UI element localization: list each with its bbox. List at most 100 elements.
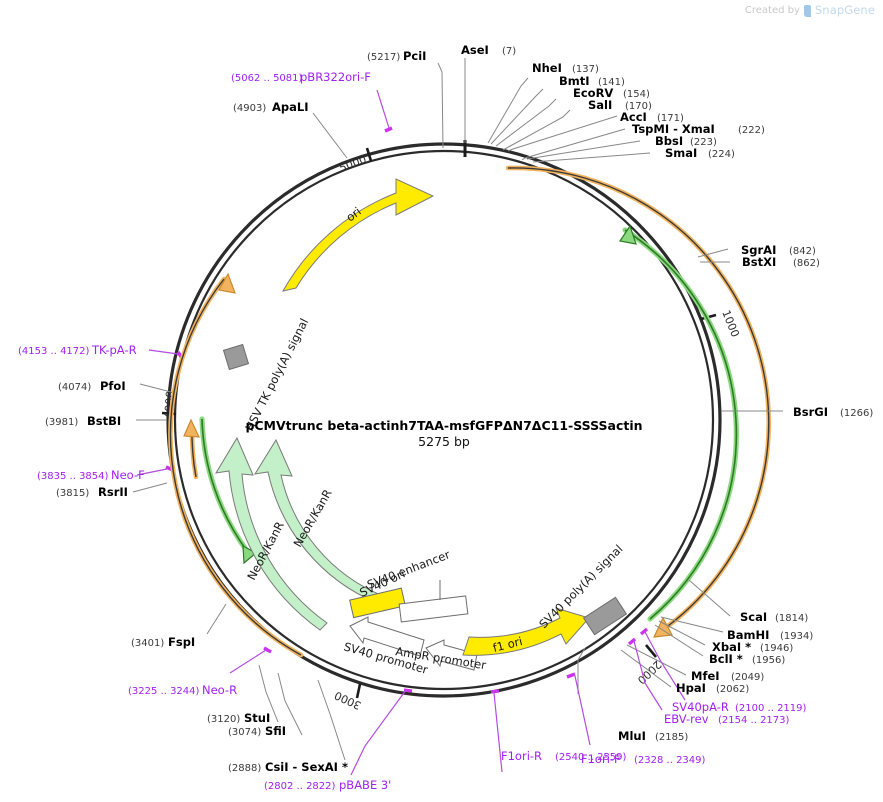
primer-pos-pBABE3: (2802 .. 2822) bbox=[264, 781, 336, 792]
primer-mark-pBR322ori-F bbox=[384, 126, 393, 133]
primer-name-SV40pA-R: SV40pA-R bbox=[672, 700, 729, 714]
snapgene-brand-label: SnapGene bbox=[814, 3, 875, 17]
ampr-promoter-arrow-shape[interactable] bbox=[425, 639, 478, 671]
enzyme-name-BamHI: BamHI bbox=[727, 628, 769, 642]
enzyme-pos-XbaI: (1946) bbox=[760, 643, 793, 654]
enzyme-label-PciI[interactable]: (5217) PciI bbox=[367, 49, 426, 63]
enzyme-label-SfiI[interactable]: (3074) SfiI bbox=[228, 724, 286, 738]
enzyme-label-BstXI[interactable]: BstXI (862) bbox=[742, 255, 820, 269]
enzyme-label-EcoRV[interactable]: EcoRV (154) bbox=[573, 86, 650, 100]
enzyme-label-MluI[interactable]: MluI (2185) bbox=[618, 729, 688, 743]
enzyme-name-BbsI: BbsI bbox=[655, 134, 683, 148]
enzyme-name-AseI: AseI bbox=[461, 43, 489, 57]
enzyme-label-BstBI[interactable]: (3981) BstBI bbox=[45, 414, 121, 428]
ori-arrow-shape[interactable] bbox=[282, 178, 435, 292]
sv40-ori-box[interactable] bbox=[349, 587, 406, 619]
enzyme-label-PfoI[interactable]: (4074) PfoI bbox=[58, 379, 126, 393]
primer-name-Neo-F: Neo-F bbox=[111, 468, 145, 482]
enzyme-pos-BsrGI: (1266) bbox=[840, 408, 873, 419]
credit-prefix-label: Created by bbox=[744, 4, 800, 16]
tick-mark-3000 bbox=[355, 683, 362, 699]
tick-mark-2000 bbox=[645, 644, 657, 658]
enzyme-pos-SalI: (170) bbox=[625, 101, 652, 112]
green-trace-right-core bbox=[624, 229, 738, 620]
primer-label-Neo-F[interactable]: (3835 .. 3854) Neo-F bbox=[37, 468, 145, 482]
enzyme-label-TspMI-XmaI[interactable]: TspMI - XmaI (222) bbox=[632, 122, 765, 136]
neor-kanr-outer-arrow-shape[interactable] bbox=[215, 436, 328, 631]
enzyme-label-SmaI[interactable]: SmaI (224) bbox=[665, 146, 735, 160]
enzyme-name-MfeI: MfeI bbox=[691, 669, 720, 683]
enzyme-pos-NheI: (137) bbox=[572, 64, 599, 75]
sv40-enhancer-box[interactable] bbox=[398, 595, 469, 623]
primer-label-EBV-rev[interactable]: EBV-rev (2154 .. 2173) bbox=[664, 712, 790, 726]
feature-f1-ori[interactable]: f1 ori bbox=[462, 607, 590, 656]
sv40-promoter-arrow-shape[interactable] bbox=[349, 616, 425, 657]
primer-pos-F1ori-R: (2540 .. 2559) bbox=[555, 752, 627, 763]
enzyme-label-RsrII[interactable]: (3815) RsrII bbox=[56, 485, 128, 499]
enzyme-name-BstBI: BstBI bbox=[87, 414, 121, 428]
enzyme-name-SfiI: SfiI bbox=[265, 724, 286, 738]
enzyme-label-SalI[interactable]: SalI (170) bbox=[588, 98, 652, 112]
enzyme-label-ApaLI[interactable]: (4903) ApaLI bbox=[233, 100, 309, 114]
enzyme-label-MfeI[interactable]: MfeI (2049) bbox=[691, 669, 764, 683]
primer-mark-SV40pA-R bbox=[639, 627, 649, 636]
plasmid-backbone bbox=[166, 142, 722, 698]
enzyme-label-BamHI[interactable]: BamHI (1934) bbox=[727, 628, 813, 642]
enzyme-leader-lines bbox=[132, 58, 783, 761]
backbone-inner-circle bbox=[173, 149, 715, 691]
enzyme-label-BbsI[interactable]: BbsI (223) bbox=[655, 134, 717, 148]
primer-label-F1ori-R[interactable]: F1ori-R (2540 .. 2559) bbox=[501, 749, 627, 763]
enzyme-label-CsiI-SexAI[interactable]: (2888) CsiI - SexAI * bbox=[228, 760, 348, 774]
enzyme-label-FspI[interactable]: (3401) FspI bbox=[131, 635, 195, 649]
enzyme-label-SgrAI[interactable]: SgrAI (842) bbox=[741, 243, 816, 257]
primer-pos-SV40pA-R: (2100 .. 2119) bbox=[735, 703, 807, 714]
enzyme-name-ApaLI: ApaLI bbox=[272, 100, 309, 114]
primer-label-TK-pA-R[interactable]: (4153 .. 4172) TK-pA-R bbox=[18, 343, 137, 357]
primer-label-F1ori-F[interactable]: F1ori-F (2328 .. 2349) bbox=[581, 752, 706, 766]
primer-label-Neo-R[interactable]: (3225 .. 3244) Neo-R bbox=[128, 683, 237, 697]
orange-trace-left-arrowhead bbox=[218, 272, 236, 294]
enzyme-pos-ApaLI: (4903) bbox=[233, 103, 266, 114]
f1-ori-arrow-shape[interactable] bbox=[462, 607, 590, 656]
orange-trace-right-core bbox=[507, 167, 770, 627]
primer-backbone-marks bbox=[165, 126, 649, 694]
enzyme-name-BclI: BclI * bbox=[709, 652, 743, 666]
enzyme-label-AseI[interactable]: AseI (7) bbox=[461, 43, 516, 57]
snapgene-bookmark-icon bbox=[803, 5, 811, 17]
primer-name-EBV-rev: EBV-rev bbox=[664, 712, 709, 726]
primer-name-TK-pA-R: TK-pA-R bbox=[91, 343, 137, 357]
hsv-tk-polya-box[interactable] bbox=[222, 343, 250, 371]
enzyme-name-PfoI: PfoI bbox=[100, 379, 126, 393]
enzyme-name-CsiI-SexAI: CsiI - SexAI * bbox=[265, 760, 348, 774]
feature-ori[interactable]: ori bbox=[282, 178, 435, 292]
primer-label-pBABE3[interactable]: (2802 .. 2822) pBABE 3' bbox=[264, 778, 391, 792]
primer-label-pBR322ori-F[interactable]: (5062 .. 5081) pBR322ori-F bbox=[231, 70, 371, 84]
enzyme-pos-SfiI: (3074) bbox=[228, 727, 261, 738]
enzyme-name-XbaI: XbaI * bbox=[712, 640, 751, 654]
enzyme-label-StuI[interactable]: (3120) StuI bbox=[207, 711, 270, 725]
enzyme-label-HpaI[interactable]: HpaI (2062) bbox=[676, 681, 749, 695]
enzyme-name-FspI: FspI bbox=[168, 635, 195, 649]
enzyme-pos-BbsI: (223) bbox=[690, 137, 717, 148]
enzyme-pos-SgrAI: (842) bbox=[789, 246, 816, 257]
enzyme-pos-PciI: (5217) bbox=[367, 52, 400, 63]
neor-kanr-inner-arrow-shape[interactable] bbox=[254, 438, 384, 604]
enzyme-name-SmaI: SmaI bbox=[665, 146, 697, 160]
enzyme-pos-ScaI: (1814) bbox=[775, 613, 808, 624]
enzyme-pos-FspI: (3401) bbox=[131, 638, 164, 649]
enzyme-name-BstXI: BstXI bbox=[742, 255, 776, 269]
enzyme-name-AccI: AccI bbox=[620, 110, 647, 124]
enzyme-pos-BclI: (1956) bbox=[752, 655, 785, 666]
primer-label-SV40pA-R[interactable]: SV40pA-R (2100 .. 2119) bbox=[672, 700, 807, 714]
enzyme-label-BsrGI[interactable]: BsrGI (1266) bbox=[793, 405, 873, 419]
enzyme-label-AccI[interactable]: AccI (171) bbox=[620, 110, 684, 124]
enzyme-label-NheI[interactable]: NheI (137) bbox=[532, 61, 599, 75]
sv40-polya-box[interactable] bbox=[582, 596, 628, 636]
green-trace-left-arrowhead bbox=[242, 544, 258, 565]
enzyme-label-ScaI[interactable]: ScaI (1814) bbox=[740, 610, 808, 624]
enzyme-label-BmtI[interactable]: BmtI (141) bbox=[559, 74, 625, 88]
enzyme-label-XbaI[interactable]: XbaI * (1946) bbox=[712, 640, 793, 654]
enzyme-label-BclI[interactable]: BclI * (1956) bbox=[709, 652, 785, 666]
enzyme-name-ScaI: ScaI bbox=[740, 610, 767, 624]
